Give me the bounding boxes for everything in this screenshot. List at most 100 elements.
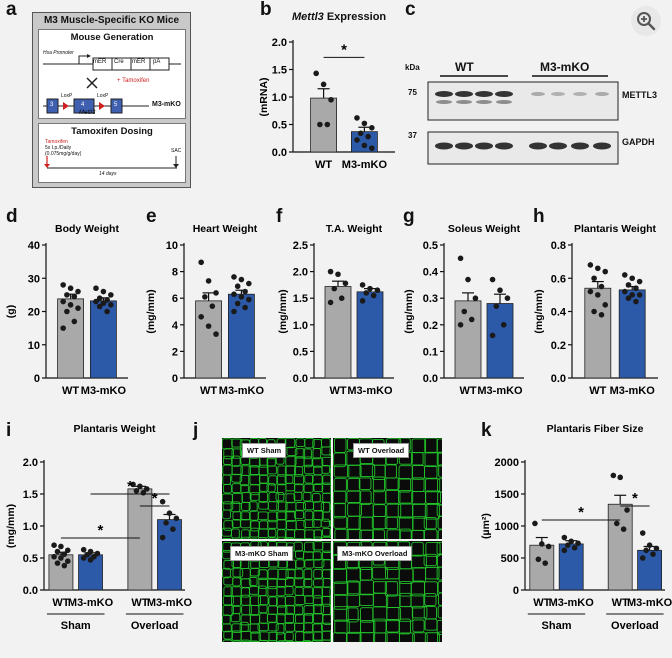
data-point: [104, 297, 110, 303]
fiber-outline: [277, 465, 287, 477]
y-tick-label: 0.3: [423, 293, 438, 305]
data-point: [93, 298, 99, 305]
fiber-outline: [313, 631, 323, 642]
data-point: [363, 290, 370, 296]
fiber-outline: [359, 607, 374, 623]
fiber-outline: [436, 553, 442, 568]
data-point: [93, 285, 99, 292]
data-point: [64, 292, 70, 298]
construct-diagram: [43, 54, 181, 114]
exon-5: 5: [114, 102, 118, 108]
sac-label: SAC: [171, 148, 182, 154]
fiber-outline: [436, 504, 442, 517]
data-point: [61, 562, 68, 569]
data-point: [636, 278, 643, 285]
data-point: [561, 547, 568, 554]
fiber-outline: [302, 551, 314, 561]
bar: [486, 303, 514, 379]
fiber-outline: [258, 474, 269, 484]
panel-b-title-rest: Expression: [323, 11, 387, 23]
data-point: [374, 287, 381, 294]
fiber-outline: [333, 581, 349, 596]
y-tick-label: 0.0: [293, 373, 308, 385]
fiber-outline: [295, 631, 305, 642]
data-point: [472, 295, 479, 301]
data-point: [209, 303, 216, 309]
data-point: [320, 81, 327, 88]
fiber-outline: [258, 464, 269, 476]
fiber-outline: [294, 466, 304, 477]
fiber-outline: [359, 593, 374, 607]
fiber-outline: [359, 529, 374, 539]
fiber-outline: [248, 501, 258, 512]
chart-title: Soleus Weight: [448, 223, 521, 235]
fiber-outline: [437, 491, 442, 506]
data-point: [71, 318, 78, 325]
fiber-outline: [232, 511, 243, 521]
data-point: [198, 314, 204, 320]
y-tick-label: 2.0: [272, 37, 287, 49]
fiber-outline: [276, 529, 286, 539]
fiber-outline: [258, 577, 268, 589]
fiber-outline: [232, 577, 241, 587]
panel-label-b: b: [260, 0, 272, 20]
chart-plantaris-fiber-size: Plantaris Fiber Size 0 500 1000 1500 2000 (µm²…: [480, 423, 672, 632]
fiber-outline: [329, 568, 331, 579]
data-point: [143, 486, 150, 492]
y-tick-label: 0.5: [293, 346, 308, 358]
fiber-outline: [346, 528, 362, 539]
fiber-outline: [437, 631, 442, 642]
fiber-outline: [312, 613, 324, 624]
fiber-outline: [412, 619, 425, 633]
fiber-outline: [303, 631, 314, 642]
micrograph-label-wt-overload: WT Overload: [353, 443, 410, 458]
fiber-outline: [359, 579, 374, 596]
data-point: [489, 276, 496, 283]
data-point: [359, 282, 366, 288]
data-point: [629, 275, 635, 282]
panel-label-e: e: [146, 206, 157, 227]
fiber-outline: [222, 474, 231, 485]
fiber-outline: [437, 529, 442, 539]
fiber-outline: [267, 528, 277, 538]
blot-ko-label: M3-mKO: [540, 60, 590, 74]
fiber-outline: [321, 446, 331, 456]
y-tick-label: 1.5: [23, 489, 38, 501]
data-point: [234, 300, 241, 307]
data-point: [354, 137, 360, 143]
data-point: [246, 296, 252, 303]
fiber-outline: [293, 622, 305, 632]
fiber-outline: [295, 613, 305, 624]
zoom-button[interactable]: [631, 6, 661, 36]
fiber-outline: [384, 464, 397, 479]
x-tick-label: WT: [315, 159, 332, 171]
data-point: [58, 555, 64, 561]
panel-label-d: d: [6, 206, 18, 227]
chart-soleus-weight: Soleus Weight 0.0 0.1 0.2 0.3 0.4 0.5 (mg/mm) WT…: [403, 223, 524, 397]
panel-label-c: c: [405, 0, 416, 20]
data-point: [205, 323, 212, 329]
exon-4: 4: [81, 102, 85, 108]
fiber-outline: [359, 632, 376, 642]
data-point: [198, 259, 204, 266]
fiber-outline: [240, 536, 252, 539]
data-point: [96, 295, 103, 301]
fiber-outline: [302, 492, 312, 502]
fiber-outline: [313, 501, 325, 512]
panel-a-schematic: M3 Muscle-Specific KO Mice Mouse Generat…: [32, 12, 191, 188]
chart-heart-weight: Heart Weight 0 2 4 6 8 10 (mg/mm) WT M3-mKO: [145, 223, 266, 397]
fiber-outline: [222, 595, 234, 606]
fiber-outline: [239, 474, 250, 487]
y-tick-label: 10: [166, 240, 178, 252]
fiber-outline: [295, 438, 306, 447]
y-axis-label: (mg/mm): [5, 504, 17, 548]
data-point: [327, 299, 334, 306]
chart-plantaris-weight-overload: Plantaris Weight 0.0 0.5 1.0 1.5 2.0 (mg/mm) WT…: [5, 423, 193, 632]
fiber-outline: [275, 491, 285, 502]
data-point: [100, 300, 107, 306]
bar: [228, 293, 255, 379]
y-tick-label: 1.0: [272, 92, 287, 104]
micrograph-label-ko-overload: M3-mKO Overload: [337, 546, 413, 561]
loxp-label-2: LoxP: [97, 93, 109, 99]
fiber-outline: [424, 451, 439, 468]
